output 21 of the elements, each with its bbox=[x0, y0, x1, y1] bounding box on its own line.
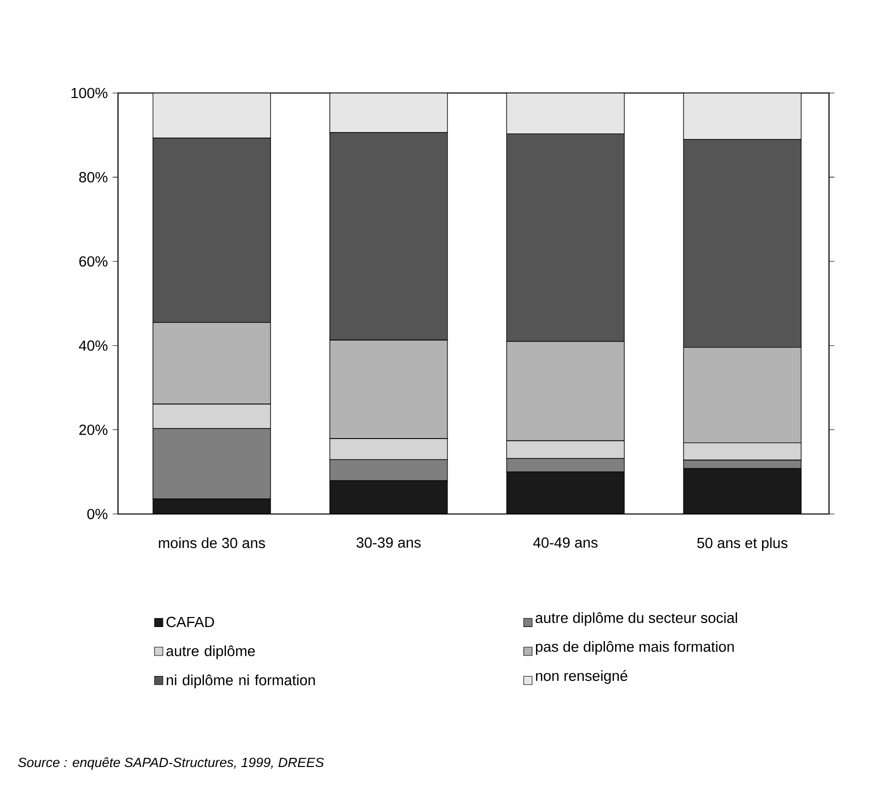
legend-label: autre diplôme du secteur social bbox=[536, 612, 738, 626]
bar bbox=[506, 472, 625, 514]
y-tick-label: 60% bbox=[79, 256, 108, 267]
legend-label: CAFAD bbox=[166, 616, 214, 628]
y-tick-label: 80% bbox=[79, 172, 108, 182]
x-tick-label: 30-39 ans bbox=[356, 537, 421, 548]
bar bbox=[683, 468, 802, 514]
legend-label: non renseigné bbox=[536, 670, 628, 684]
x-tick-label: 50 ans et plus bbox=[697, 537, 788, 552]
legend-label: pas de diplôme mais formation bbox=[536, 641, 734, 655]
source-note: Source : enquête SAPAD-Structures, 1999, DREES bbox=[18, 757, 324, 770]
y-tick-label: 40% bbox=[78, 340, 108, 351]
x-tick-label: moins de 30 ans bbox=[158, 537, 265, 548]
legend-label: ni diplôme ni formation bbox=[166, 674, 315, 688]
legend-label: autre diplôme bbox=[166, 645, 255, 660]
y-tick-label: 0% bbox=[87, 508, 108, 520]
y-tick-label: 100% bbox=[72, 88, 108, 98]
x-tick-label: 40-49 ans bbox=[533, 537, 598, 548]
bar bbox=[152, 498, 271, 514]
y-tick-label: 20% bbox=[79, 424, 108, 435]
bar bbox=[329, 480, 448, 514]
